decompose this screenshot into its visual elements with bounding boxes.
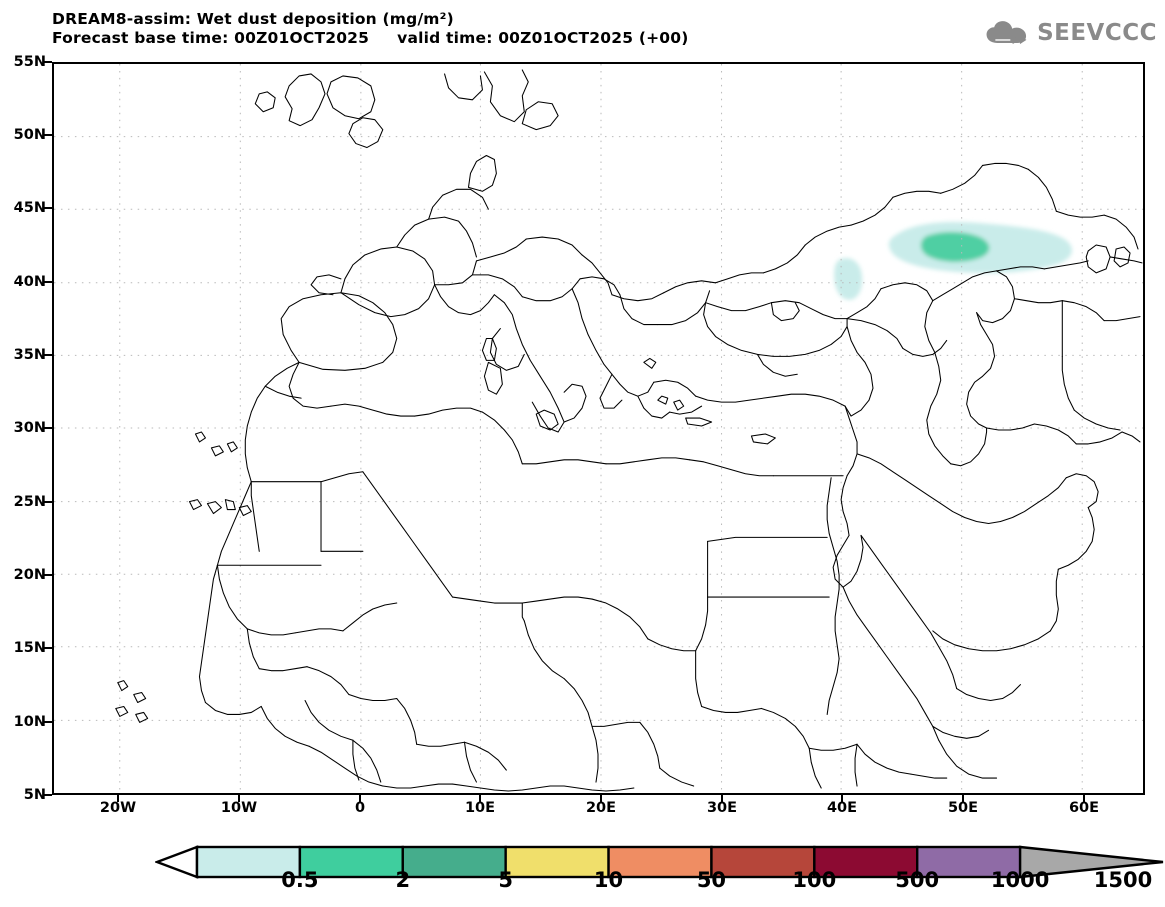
colorbar-tick-50: 50	[696, 868, 727, 892]
ytick-mark	[44, 207, 52, 209]
colorbar-tick-2: 2	[395, 868, 411, 892]
colorbar	[155, 845, 1165, 879]
xtick-50E: 50E	[947, 800, 979, 816]
ytick-mark	[44, 427, 52, 429]
xtick-60E: 60E	[1068, 800, 1100, 816]
ytick-mark	[44, 574, 52, 576]
colorbar-under-arrow	[155, 845, 199, 879]
ytick-mark	[44, 794, 52, 796]
xtick-10E: 10E	[464, 800, 496, 816]
plume-patch-west	[834, 258, 863, 300]
colorbar-tick-5: 5	[498, 868, 513, 892]
ytick-35N: 35N	[13, 347, 46, 363]
xtick-mark	[721, 795, 723, 802]
ytick-mark	[44, 134, 52, 136]
ytick-10N: 10N	[13, 714, 46, 730]
colorbar-band-4	[607, 845, 713, 879]
logo-text: SEEVCCC	[1037, 20, 1157, 46]
seevccc-logo: SEEVCCC	[985, 12, 1157, 54]
ytick-45N: 45N	[13, 200, 46, 216]
colorbar-band-8	[1018, 845, 1164, 879]
coastline-and-borders	[115, 69, 1143, 792]
ytick-40N: 40N	[13, 274, 46, 290]
ytick-15N: 15N	[13, 640, 46, 656]
colorbar-swatches	[155, 845, 1164, 879]
ytick-5N: 5N	[23, 787, 46, 803]
dust-deposition-field	[834, 222, 1072, 300]
xtick-mark	[600, 795, 602, 802]
colorbar-band-1	[298, 845, 404, 879]
ytick-20N: 20N	[13, 567, 46, 583]
chart-title: DREAM8-assim: Wet dust deposition (mg/m²…	[52, 10, 454, 28]
cloud-arrow-icon	[986, 21, 1027, 45]
ytick-50N: 50N	[13, 127, 46, 143]
colorbar-band-7	[916, 845, 1022, 879]
colorbar-tick-500: 500	[895, 868, 940, 892]
chart-subtitle: Forecast base time: 00Z01OCT2025 valid t…	[52, 29, 689, 47]
colorbar-band-5	[710, 845, 816, 879]
colorbar-tick-10: 10	[593, 868, 624, 892]
xtick-mark	[117, 795, 119, 802]
plume-band-core	[920, 232, 990, 262]
xtick-0: 0	[354, 800, 366, 816]
chart-header: DREAM8-assim: Wet dust deposition (mg/m²…	[52, 10, 952, 48]
ytick-mark	[44, 281, 52, 283]
ytick-30N: 30N	[13, 420, 46, 436]
xtick-mark	[359, 795, 361, 802]
colorbar-tick-1500: 1500	[1093, 868, 1153, 892]
xtick-10W: 10W	[220, 800, 258, 816]
xtick-mark	[238, 795, 240, 802]
ytick-25N: 25N	[13, 494, 46, 510]
colorbar-band-2	[401, 845, 507, 879]
plot-frame	[52, 62, 1145, 795]
xtick-30E: 30E	[706, 800, 738, 816]
xtick-40E: 40E	[826, 800, 858, 816]
xtick-20W: 20W	[99, 800, 137, 816]
xtick-mark	[841, 795, 843, 802]
xtick-20E: 20E	[585, 800, 617, 816]
xtick-mark	[962, 795, 964, 802]
colorbar-tick-1000: 1000	[990, 868, 1050, 892]
colorbar-tick-100: 100	[792, 868, 837, 892]
ytick-mark	[44, 354, 52, 356]
ytick-mark	[44, 501, 52, 503]
ytick-55N: 55N	[13, 54, 46, 70]
ytick-mark	[44, 61, 52, 63]
colorbar-tick-0.5: 0.5	[281, 868, 319, 892]
xtick-mark	[479, 795, 481, 802]
xtick-mark	[1083, 795, 1085, 802]
ytick-mark	[44, 647, 52, 649]
ytick-mark	[44, 721, 52, 723]
map-plot-area	[52, 62, 1145, 795]
